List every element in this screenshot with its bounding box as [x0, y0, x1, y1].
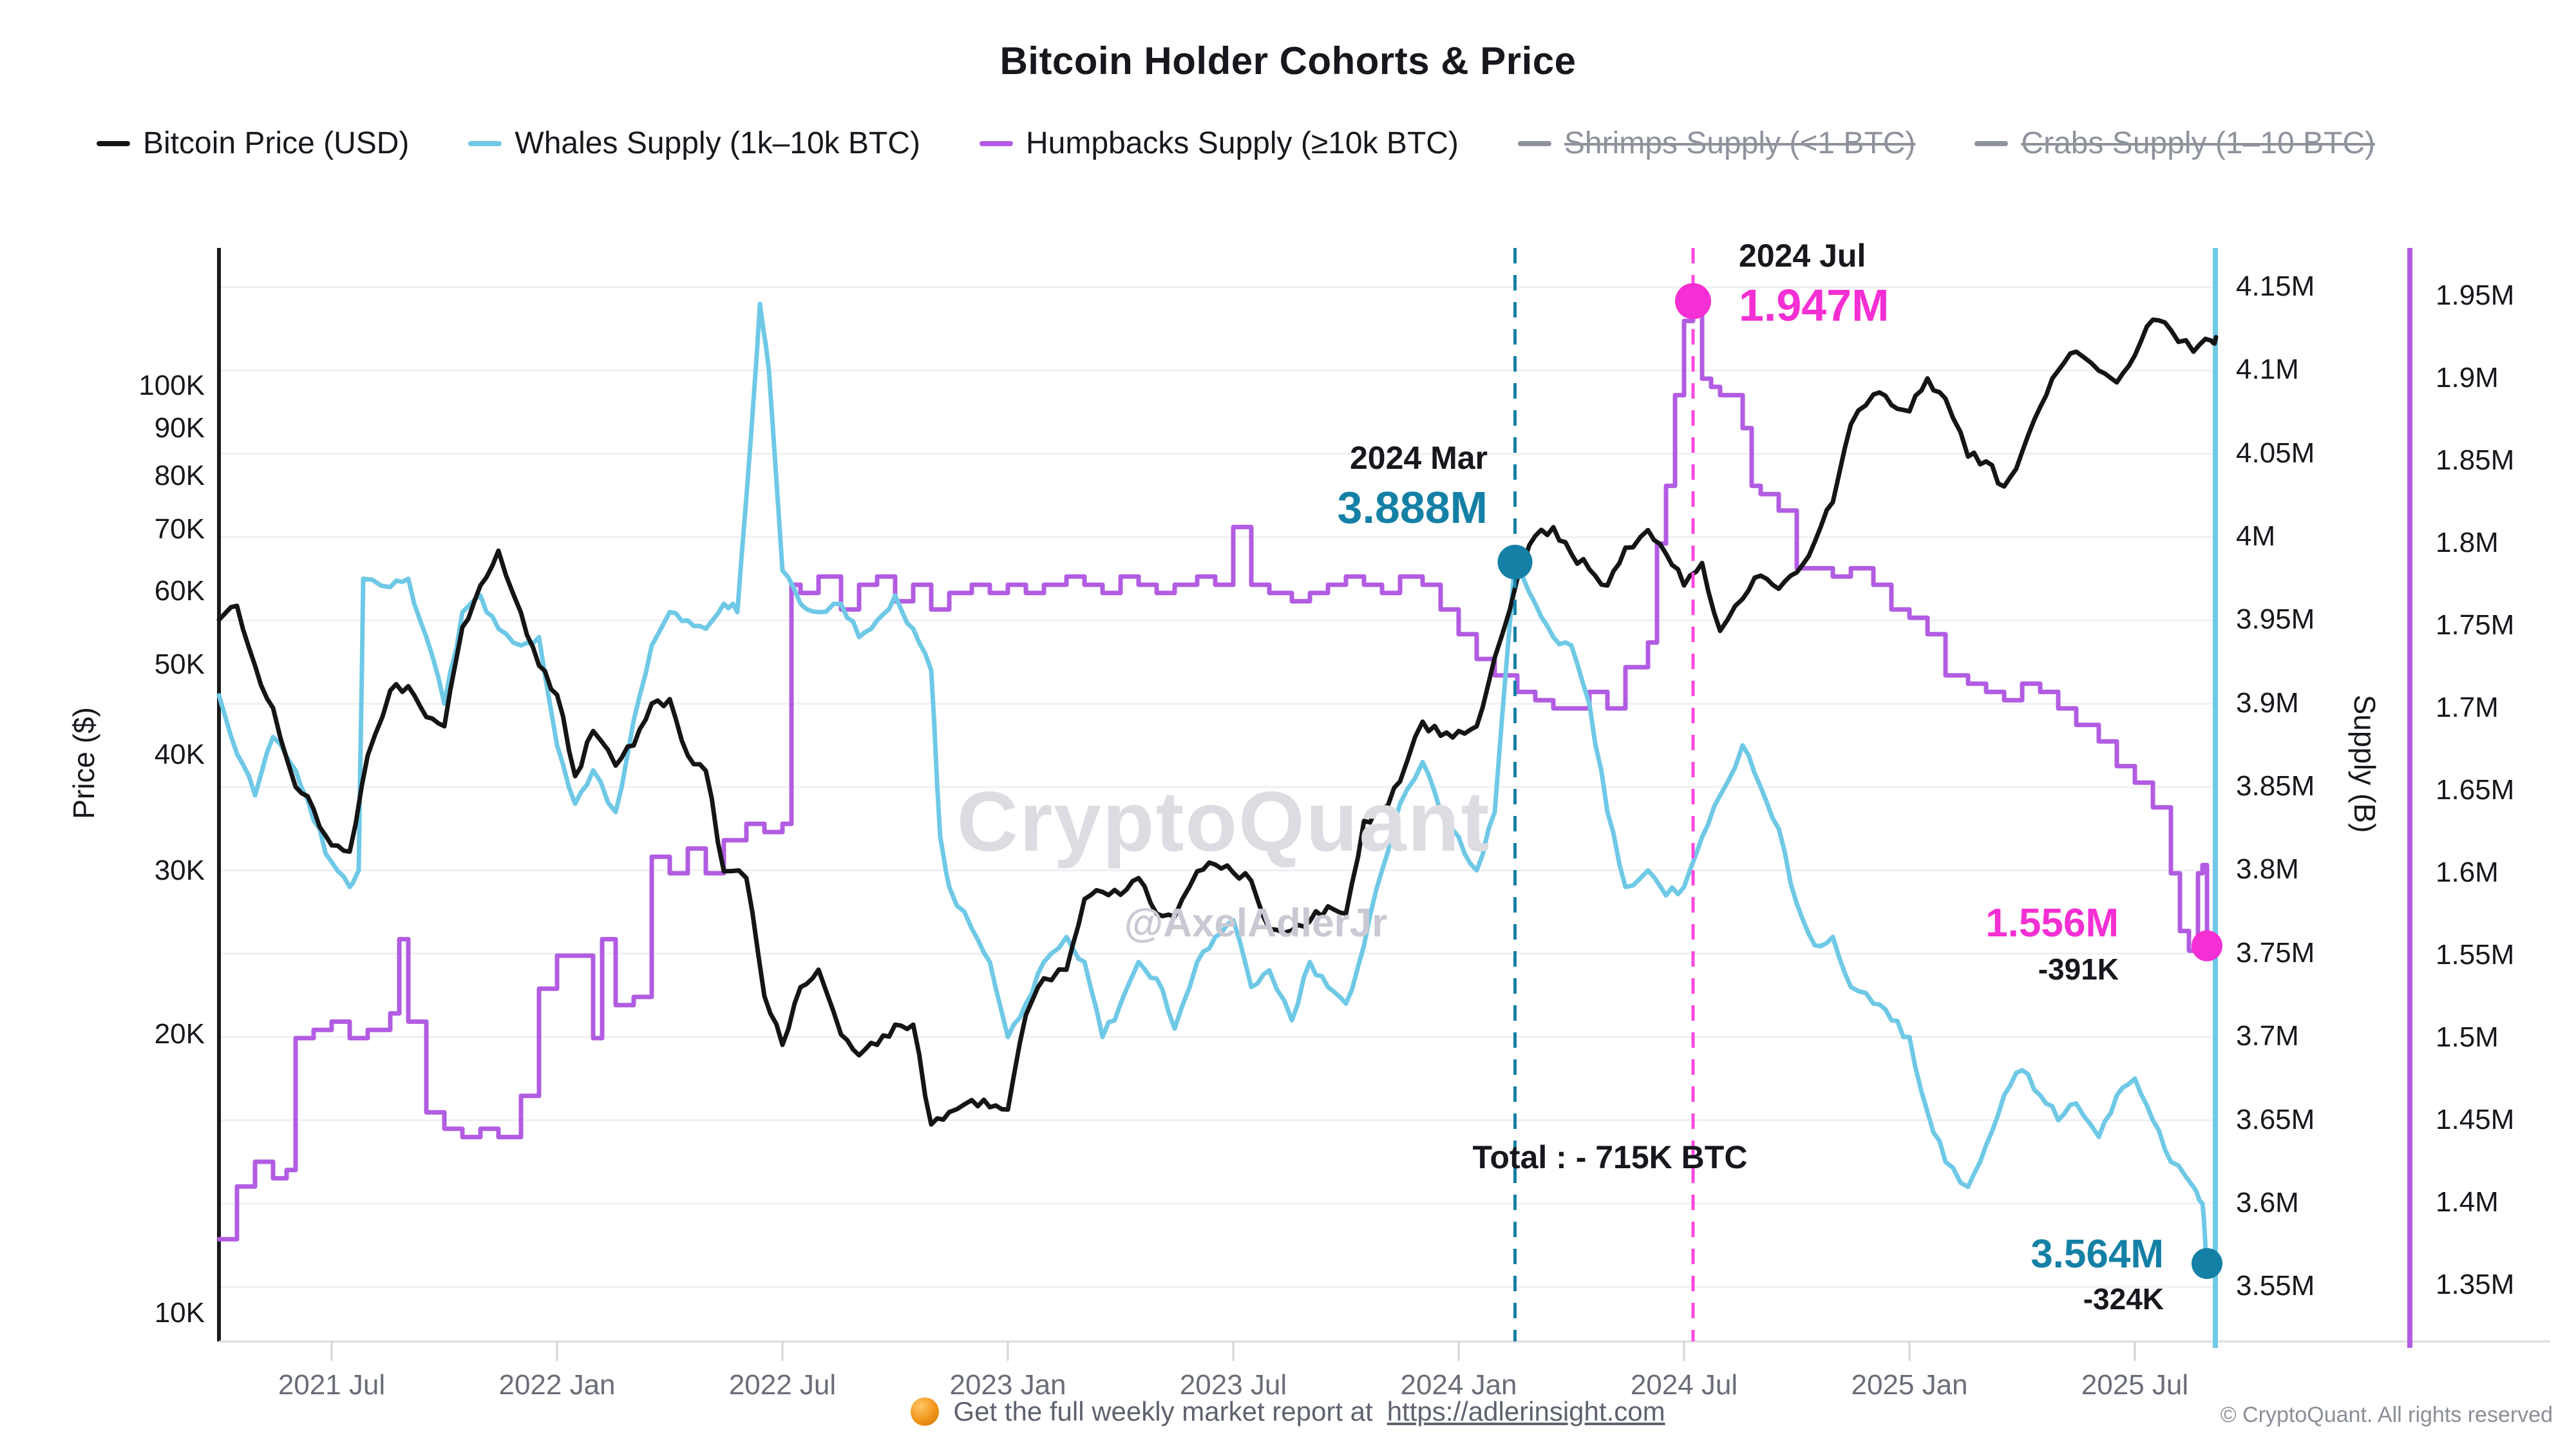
tick-label: 4.05M	[2236, 437, 2315, 469]
tick-label: 100K	[138, 370, 205, 401]
tick-label: 1.65M	[2436, 774, 2515, 806]
watermark-brand: CryptoQuant	[956, 774, 1491, 869]
series-line-price	[216, 317, 2219, 1127]
marker-dot	[2192, 930, 2222, 961]
legend-swatch-whales-icon	[468, 140, 502, 146]
annotation-whales-delta: -324K	[2083, 1282, 2164, 1316]
legend-swatch-bitcoin-price-icon	[97, 140, 130, 146]
tick-label: 20K	[154, 1018, 205, 1050]
tick-label: 4.15M	[2236, 270, 2315, 302]
tick-label: 90K	[154, 412, 205, 444]
legend-swatch-crabs-icon	[1975, 140, 2009, 146]
annotation-humpbacks-delta: -391K	[2038, 952, 2119, 986]
annotation-humpbacks-end-value: 1.556M	[1985, 901, 2119, 945]
tick-label: 3.85M	[2236, 770, 2315, 802]
legend-item-whales-supply[interactable]: Whales Supply (1k–10k BTC)	[468, 126, 920, 161]
tick-label: 30K	[154, 854, 205, 886]
watermark-handle: @AxelAdlerJr	[1124, 901, 1388, 945]
x-tick-label: 2024 Jul	[1630, 1369, 1738, 1401]
tick-label: 1.95M	[2436, 279, 2515, 311]
legend-label: Crabs Supply (1–10 BTC)	[2021, 126, 2375, 160]
tick-label: 3.6M	[2236, 1186, 2299, 1218]
legend-item-shrimps-supply[interactable]: Shrimps Supply (<1 BTC)	[1517, 126, 1916, 161]
legend-label: Whales Supply (1k–10k BTC)	[515, 126, 920, 160]
annotation-2024-mar-date: 2024 Mar	[1349, 440, 1488, 476]
tick-label: 4M	[2236, 520, 2276, 553]
tick-label: 1.75M	[2436, 609, 2515, 641]
legend-label: Humpbacks Supply (≥10k BTC)	[1026, 126, 1459, 160]
legend-item-bitcoin-price[interactable]: Bitcoin Price (USD)	[97, 126, 409, 161]
annotation-whales-end-value: 3.564M	[2031, 1232, 2164, 1276]
tick-label: 1.85M	[2436, 444, 2515, 476]
tick-label: 3.9M	[2236, 687, 2299, 719]
tick-label: 50K	[154, 649, 205, 681]
legend-swatch-shrimps-icon	[1517, 140, 1551, 146]
tick-label: 80K	[154, 459, 205, 491]
legend-item-humpbacks-supply[interactable]: Humpbacks Supply (≥10k BTC)	[980, 126, 1459, 161]
tick-label: 1.55M	[2436, 939, 2515, 971]
x-tick-label: 2025 Jul	[2081, 1369, 2189, 1401]
series-line-humpbacks	[216, 299, 2210, 1242]
annotation-humpbacks-peak-value: 1.947M	[1739, 280, 1889, 330]
tick-label: 3.75M	[2236, 936, 2315, 969]
tick-label: 1.8M	[2436, 527, 2499, 558]
tick-label: 3.7M	[2236, 1020, 2299, 1052]
legend: Bitcoin Price (USD) Whales Supply (1k–10…	[97, 126, 2544, 161]
tick-label: 1.45M	[2436, 1104, 2515, 1135]
tick-label: 1.7M	[2436, 692, 2499, 723]
tick-label: 1.9M	[2436, 362, 2499, 393]
annotation-whales-peak-value: 3.888M	[1337, 482, 1488, 533]
legend-item-crabs-supply[interactable]: Crabs Supply (1–10 BTC)	[1975, 126, 2375, 161]
x-tick-label: 2022 Jul	[728, 1369, 837, 1401]
legend-label: Bitcoin Price (USD)	[143, 126, 410, 160]
tick-label: 1.4M	[2436, 1186, 2499, 1218]
series-line-whales	[216, 301, 2210, 1266]
x-tick-label: 2023 Jan	[949, 1369, 1066, 1401]
legend-label: Shrimps Supply (<1 BTC)	[1564, 126, 1916, 160]
tick-label: 40K	[154, 739, 205, 771]
marker-dot	[1675, 283, 1711, 319]
tick-label: 3.95M	[2236, 603, 2315, 636]
tick-label: 70K	[154, 513, 205, 545]
footer-promo-text: Get the full weekly market report at	[953, 1396, 1373, 1426]
tick-label: 10K	[154, 1297, 205, 1329]
x-tick-label: 2022 Jan	[498, 1369, 616, 1401]
tick-label: 3.8M	[2236, 853, 2299, 886]
x-tick-label: 2023 Jul	[1179, 1369, 1287, 1401]
footer: Get the full weekly market report at htt…	[0, 1396, 2576, 1427]
tick-label: 60K	[154, 575, 205, 607]
annotation-2024-jul-date: 2024 Jul	[1739, 238, 1866, 274]
x-tick-label: 2024 Jan	[1400, 1369, 1517, 1401]
legend-swatch-humpbacks-icon	[980, 140, 1013, 146]
tick-label: 1.35M	[2436, 1269, 2515, 1300]
footer-report-link[interactable]: https://adlerinsight.com	[1387, 1396, 1665, 1426]
tick-label: 1.5M	[2436, 1021, 2499, 1053]
annotation-total-change: Total : - 715K BTC	[1472, 1139, 1748, 1175]
marker-dot	[2192, 1247, 2222, 1279]
x-tick-label: 2021 Jul	[278, 1369, 386, 1401]
tick-label: 4.1M	[2236, 354, 2299, 386]
page-title: Bitcoin Holder Cohorts & Price	[999, 39, 1577, 82]
orange-circle-icon	[911, 1397, 940, 1426]
marker-dot	[1497, 544, 1533, 580]
tick-label: 3.65M	[2236, 1103, 2315, 1135]
supply-axis-title: Supply (B)	[2348, 694, 2382, 833]
x-tick-label: 2025 Jan	[1851, 1369, 1968, 1401]
tick-label: 1.6M	[2436, 857, 2499, 888]
tick-label: 3.55M	[2236, 1270, 2315, 1302]
copyright-notice: © CryptoQuant. All rights reserved	[2220, 1403, 2553, 1427]
